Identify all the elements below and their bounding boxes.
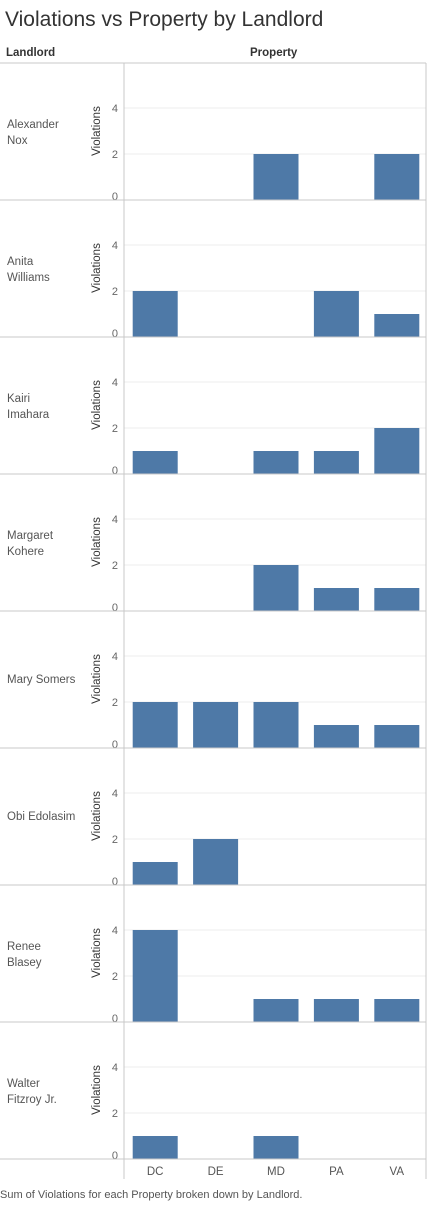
y-tick-label: 2 xyxy=(112,697,118,709)
bar[interactable] xyxy=(253,999,299,1022)
bar[interactable] xyxy=(374,154,420,200)
y-tick-label: 2 xyxy=(112,286,118,298)
bar[interactable] xyxy=(193,839,239,885)
y-axis-label: Violations xyxy=(91,106,103,156)
y-tick-label: 2 xyxy=(112,834,118,846)
landlord-panel: 0 2 4 Violations Alexander Nox xyxy=(0,103,426,203)
landlord-panel: 0 2 4 Violations Mary Somers xyxy=(0,651,426,751)
y-axis-label: Violations xyxy=(91,654,103,704)
landlord-name: Alexander xyxy=(7,119,59,131)
x-tick-label: MD xyxy=(267,1166,285,1178)
x-tick-label: DC xyxy=(147,1166,164,1178)
landlord-panel: 0 2 4 Violations Renee Blasey xyxy=(0,925,426,1025)
landlord-name: Fitzroy Jr. xyxy=(7,1094,57,1106)
y-tick-label: 0 xyxy=(112,191,118,203)
landlord-name: Nox xyxy=(7,135,28,147)
bar[interactable] xyxy=(132,930,178,1022)
bar[interactable] xyxy=(313,451,359,474)
y-tick-label: 2 xyxy=(112,971,118,983)
property-column-header: Property xyxy=(250,47,298,59)
y-tick-label: 0 xyxy=(112,465,118,477)
bar[interactable] xyxy=(374,314,420,337)
landlord-panel: 0 2 4 Violations Obi Edolasim xyxy=(0,788,426,888)
landlord-name: Renee xyxy=(7,941,41,953)
landlord-name: Kohere xyxy=(7,546,44,558)
chart-caption: Sum of Violations for each Property brok… xyxy=(0,1189,303,1201)
bar[interactable] xyxy=(374,588,420,611)
bar[interactable] xyxy=(374,999,420,1022)
bar[interactable] xyxy=(253,1136,299,1159)
y-tick-label: 0 xyxy=(112,328,118,340)
landlord-name: Williams xyxy=(7,272,50,284)
landlord-panel: 0 2 4 Violations Kairi Imahara xyxy=(0,377,426,477)
landlord-column-header: Landlord xyxy=(6,47,56,59)
y-axis-label: Violations xyxy=(91,380,103,430)
bar[interactable] xyxy=(132,451,178,474)
y-tick-label: 2 xyxy=(112,560,118,572)
bar[interactable] xyxy=(253,702,299,748)
chart-title: Violations vs Property by Landlord xyxy=(5,8,324,31)
y-axis-label: Violations xyxy=(91,243,103,293)
y-tick-label: 4 xyxy=(112,240,118,252)
bar[interactable] xyxy=(253,154,299,200)
y-axis-label: Violations xyxy=(91,517,103,567)
landlord-name: Obi Edolasim xyxy=(7,811,75,823)
bar[interactable] xyxy=(313,725,359,748)
y-tick-label: 2 xyxy=(112,149,118,161)
y-tick-label: 0 xyxy=(112,876,118,888)
landlord-name: Mary Somers xyxy=(7,674,76,686)
y-tick-label: 4 xyxy=(112,651,118,663)
landlord-name: Walter xyxy=(7,1078,40,1090)
y-tick-label: 0 xyxy=(112,1013,118,1025)
landlord-name: Imahara xyxy=(7,409,50,421)
landlord-name: Kairi xyxy=(7,393,30,405)
bar[interactable] xyxy=(193,702,239,748)
landlord-name: Anita xyxy=(7,256,34,268)
y-tick-label: 4 xyxy=(112,103,118,115)
x-tick-label: VA xyxy=(390,1166,405,1178)
x-tick-label: DE xyxy=(208,1166,224,1178)
y-tick-label: 0 xyxy=(112,739,118,751)
x-tick-label: PA xyxy=(329,1166,344,1178)
bar[interactable] xyxy=(313,999,359,1022)
bar[interactable] xyxy=(132,862,178,885)
bar[interactable] xyxy=(374,725,420,748)
y-tick-label: 0 xyxy=(112,602,118,614)
y-tick-label: 4 xyxy=(112,1062,118,1074)
landlord-panel: 0 2 4 Violations Anita Williams xyxy=(0,240,426,340)
bar[interactable] xyxy=(132,291,178,337)
y-tick-label: 0 xyxy=(112,1150,118,1162)
y-tick-label: 4 xyxy=(112,925,118,937)
landlord-name: Blasey xyxy=(7,957,42,969)
y-axis-label: Violations xyxy=(91,928,103,978)
y-tick-label: 2 xyxy=(112,423,118,435)
bar[interactable] xyxy=(132,702,178,748)
landlord-panel: 0 2 4 Violations Walter Fitzroy Jr. xyxy=(0,1062,426,1162)
y-axis-label: Violations xyxy=(91,1065,103,1115)
y-axis-label: Violations xyxy=(91,791,103,841)
landlord-panel: 0 2 4 Violations Margaret Kohere xyxy=(0,514,426,614)
y-tick-label: 2 xyxy=(112,1108,118,1120)
bar[interactable] xyxy=(313,588,359,611)
y-tick-label: 4 xyxy=(112,788,118,800)
y-tick-label: 4 xyxy=(112,514,118,526)
bar[interactable] xyxy=(253,451,299,474)
bar[interactable] xyxy=(313,291,359,337)
bar[interactable] xyxy=(374,428,420,474)
y-tick-label: 4 xyxy=(112,377,118,389)
landlord-name: Margaret xyxy=(7,530,54,542)
bar[interactable] xyxy=(253,565,299,611)
bar[interactable] xyxy=(132,1136,178,1159)
